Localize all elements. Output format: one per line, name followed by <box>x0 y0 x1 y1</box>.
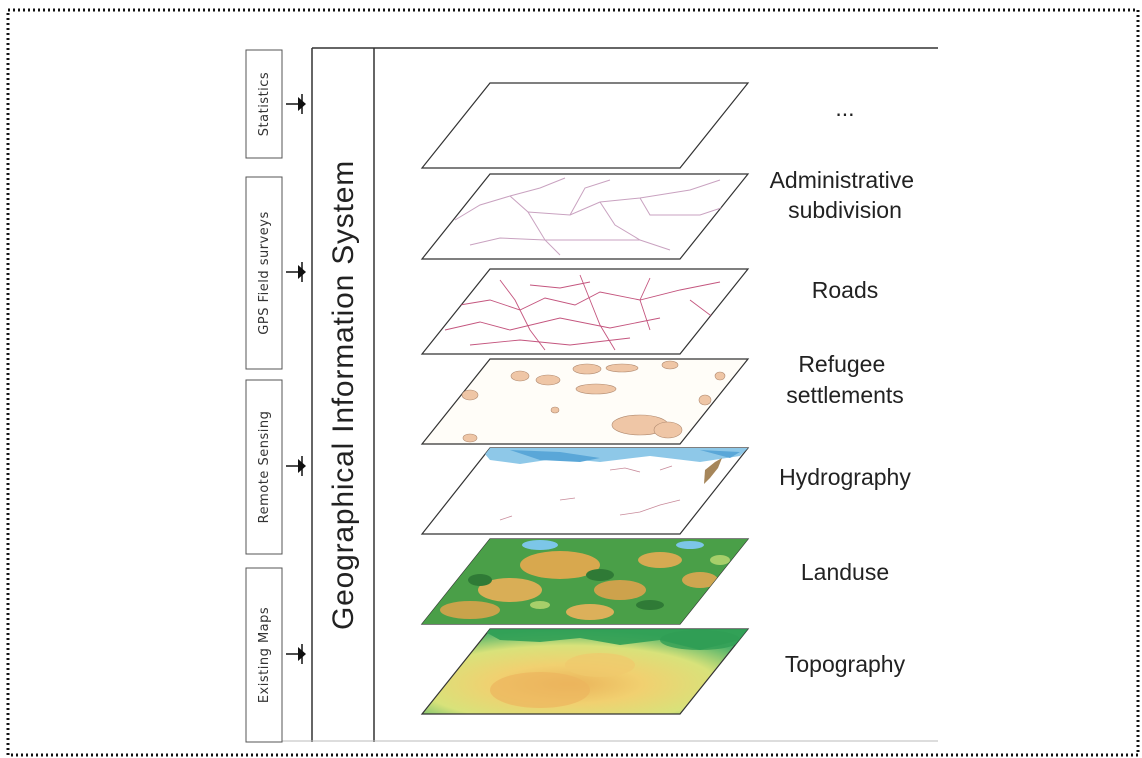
layer-label-refugee: Refugee settlements <box>786 351 904 408</box>
layer-label-admin: Administrative subdivision <box>770 167 921 223</box>
data-source-statistics: Statistics <box>245 49 306 159</box>
gis-title: Geographical Information System <box>327 160 360 630</box>
layer-landuse <box>420 538 750 625</box>
layer-label-landuse: Landuse <box>801 559 889 585</box>
dotted-border <box>6 8 1140 757</box>
layer-topo <box>420 628 750 715</box>
data-source-remote-sensing: Remote Sensing <box>245 379 306 555</box>
layer-refugee <box>420 358 750 445</box>
layer-label-topo: Topography <box>785 651 906 677</box>
layer-admin <box>420 173 750 260</box>
data-source-label: Existing Maps <box>257 607 272 703</box>
gis-title-text: Geographical Information System <box>327 160 360 630</box>
layer-other <box>420 82 750 169</box>
data-source-label: Statistics <box>257 72 272 136</box>
data-source-label: GPS Field surveys <box>257 211 272 334</box>
layer-hydro <box>420 447 750 535</box>
gis-bracket <box>246 47 938 742</box>
data-source-label: Remote Sensing <box>257 411 272 524</box>
data-source-gps: GPS Field surveys <box>245 176 306 370</box>
layer-roads <box>420 268 750 355</box>
layer-label-hydro: Hydrography <box>779 464 911 490</box>
layer-label-roads: Roads <box>812 277 878 303</box>
layer-labels: ... Administrative subdivision Roads Ref… <box>770 95 921 677</box>
data-source-existing-maps: Existing Maps <box>245 567 306 743</box>
layer-label-other: ... <box>835 95 854 121</box>
